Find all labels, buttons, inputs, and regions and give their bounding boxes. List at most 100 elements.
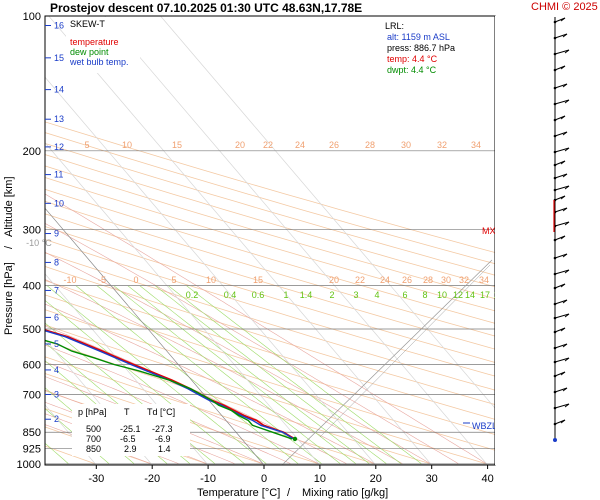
table-cell: 700 (86, 434, 101, 444)
lrl-dwpt: dwpt: 4.4 °C (387, 65, 437, 75)
wind-point (553, 86, 557, 90)
dry-adiabat-label: 20 (329, 275, 339, 285)
wind-barb-feather (564, 185, 570, 190)
wind-point (553, 360, 557, 364)
mixing-ratio-label: 4 (374, 290, 379, 300)
moist-adiabat (45, 376, 264, 465)
legend-temperature: temperature (70, 37, 119, 47)
lrl-title: LRL: (385, 21, 404, 31)
dry-adiabat-label: 34 (479, 275, 489, 285)
wind-barb (554, 221, 570, 227)
mixing-ratio-label: 12 (453, 290, 463, 300)
wind-barb (554, 99, 570, 105)
dry-adiabat (45, 213, 495, 350)
lrl-temp: temp: 4.4 °C (387, 54, 438, 64)
grid-labels: -80 °C-70-60-50-40-30-20-10 °C5101520222… (26, 140, 521, 300)
wind-barb-feather (560, 17, 566, 22)
legend-dew-point: dew point (70, 47, 109, 57)
mixing-ratio-label: 17 (480, 290, 490, 300)
wind-barb (554, 343, 568, 349)
dry-adiabat (45, 142, 495, 276)
mixing-ratio-label: 10 (437, 290, 447, 300)
legend: SKEW-T temperature dew point wet bulb te… (66, 17, 140, 73)
mixing-ratio-label: 8 (422, 290, 427, 300)
isotherms (45, 16, 495, 465)
wind-barb (554, 173, 568, 179)
wind-barb-feather (562, 299, 568, 304)
x-tick-label: 20 (370, 473, 382, 485)
dry-adiabat-label: 30 (401, 140, 411, 150)
wind-barb-feather (564, 357, 570, 362)
dry-adiabat (45, 177, 495, 312)
dry-adiabat-label: 34 (471, 140, 481, 150)
dew-point-line (45, 339, 293, 440)
dry-adiabat-label: 5 (171, 275, 176, 285)
dry-adiabat-label: -10 (63, 275, 76, 285)
dry-adiabat-label: 26 (402, 275, 412, 285)
y-tick-label: 850 (23, 427, 41, 439)
wind-barb-feather (564, 269, 570, 274)
x-tick-label: 10 (314, 473, 326, 485)
dry-adiabat-label: 28 (365, 140, 375, 150)
x-tick-label: -20 (144, 473, 160, 485)
wind-barb-feather (564, 49, 570, 54)
lcl-guide-line (281, 259, 493, 465)
wind-barb-feather (564, 99, 570, 104)
wind-barb (554, 147, 570, 153)
x-axis-label: Temperature [°C] (197, 487, 280, 499)
mixing-ratio-label: 1.4 (300, 290, 313, 300)
wind-barb-feather (560, 283, 566, 288)
wind-surface-point (553, 438, 557, 442)
summary-table: p [hPa] T Td [°C] 500 -25.1 -27.3 700 -6… (72, 404, 190, 456)
wind-barb (554, 253, 568, 259)
mixing-ratio-label: 6 (402, 290, 407, 300)
y-axis-title: Pressure [hPa] / Altitude [km] (3, 176, 15, 335)
y-tick-label: 300 (23, 225, 41, 237)
wind-barb-feather (562, 33, 568, 38)
x-tick-label: 40 (481, 473, 493, 485)
y-tick-label: 500 (23, 324, 41, 336)
wind-barb-feather (560, 160, 566, 165)
altitude-tick-label: 2 (54, 414, 59, 424)
wind-barb-feather (562, 131, 568, 136)
wind-barb (554, 403, 570, 409)
dry-adiabat-label: 0 (133, 275, 138, 285)
wind-point (553, 330, 557, 334)
axes: -30 -20 -10 0 10 20 30 401002003004005006007008… (17, 11, 494, 485)
dry-adiabat (45, 188, 495, 324)
wind-barb-feather (562, 253, 568, 258)
isotherm (160, 16, 495, 409)
temperature-line (45, 329, 296, 440)
x-tick-label: 30 (426, 473, 438, 485)
table-cell: -27.3 (152, 424, 173, 434)
chart-title: Prostejov descent 07.10.2025 01:30 UTC 4… (50, 1, 362, 15)
altitude-tick-label: 9 (54, 229, 59, 239)
dry-adiabat (45, 226, 495, 363)
y-tick-label: 1000 (17, 459, 41, 471)
isotherm (45, 273, 208, 465)
altitude-tick-label: 13 (54, 114, 64, 124)
wbzl-label: WBZL (472, 421, 497, 431)
wind-point (553, 188, 557, 192)
dry-adiabat-label: 22 (355, 275, 365, 285)
wind-point (553, 346, 557, 350)
x-tick-label: 0 (261, 473, 267, 485)
dry-adiabat-label: 26 (329, 140, 339, 150)
y-tick-label: 925 (23, 444, 41, 456)
wind-point (553, 272, 557, 276)
wind-point (553, 316, 557, 320)
table-header-t: T (124, 407, 130, 417)
wind-point (553, 150, 557, 154)
y-axis-separator: / (3, 245, 15, 249)
lrl-alt: alt: 1159 m ASL (387, 32, 450, 42)
table-cell: -6.5 (120, 434, 136, 444)
table-header-p: p [hPa] (78, 407, 107, 417)
wind-barb (554, 33, 568, 39)
dry-adiabat-label: 32 (459, 275, 469, 285)
x-axis-mixing-label: Mixing ratio [g/kg] (302, 487, 388, 499)
dry-adiabat-label: 20 (235, 140, 245, 150)
wind-barb (554, 49, 570, 55)
altitude-tick-label: 16 (54, 20, 64, 30)
dry-adiabat-label: 5 (84, 140, 89, 150)
y-tick-label: 200 (23, 146, 41, 158)
